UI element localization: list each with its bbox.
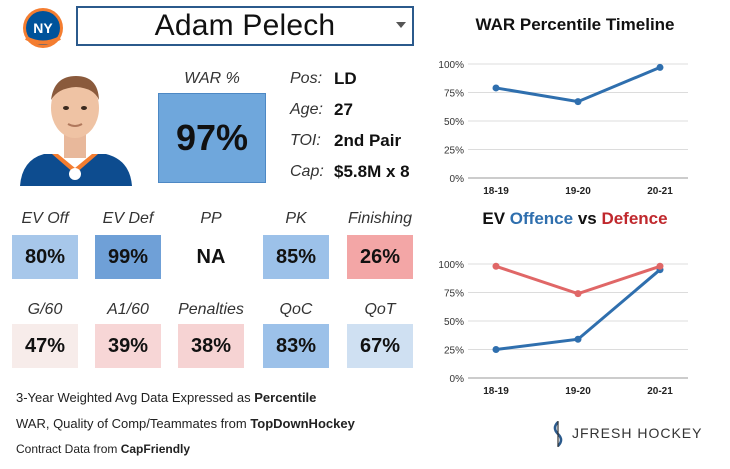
- team-logo: NY: [23, 8, 63, 48]
- stat-label-a160: A1/60: [107, 301, 149, 318]
- data-point: [492, 262, 500, 270]
- ev-offence-defence-chart: 0% 25% 50% 75% 100% 18-19 19-20 20-21: [438, 260, 688, 397]
- war-timeline-chart: 0% 25% 50% 75% 100% 18-19 19-20 20-21: [438, 60, 688, 197]
- data-point: [574, 335, 582, 343]
- x-tick-label: 20-21: [647, 186, 673, 197]
- stat-label-pp: PP: [200, 210, 222, 227]
- footnote-text: Contract Data from: [16, 442, 121, 456]
- stat-label-penalties: Penalties: [178, 301, 244, 318]
- stat-value-pp: NA: [178, 235, 244, 279]
- info-label-pos: Pos:: [290, 70, 323, 87]
- x-tick-label: 19-20: [565, 386, 591, 397]
- svg-text:NY: NY: [33, 20, 53, 36]
- footnote-source: WAR, Quality of Comp/Teammates from TopD…: [16, 416, 355, 431]
- x-tick-label: 18-19: [483, 186, 509, 197]
- chart-title-war-timeline: WAR Percentile Timeline: [475, 15, 675, 34]
- footnote-percentile: 3-Year Weighted Avg Data Expressed as Pe…: [16, 390, 316, 405]
- stat-label-qoc: QoC: [279, 301, 313, 318]
- chart-title-part: vs: [573, 209, 602, 228]
- y-tick-label: 25%: [444, 146, 464, 157]
- data-point: [574, 98, 582, 106]
- footnote-bold: CapFriendly: [120, 442, 191, 456]
- chart-title-defence: Defence: [601, 209, 668, 228]
- y-tick-label: 50%: [444, 117, 464, 128]
- chevron-down-icon[interactable]: [396, 22, 406, 28]
- player-name: Adam Pelech: [154, 9, 336, 42]
- data-point: [656, 262, 664, 270]
- info-value-toi: 2nd Pair: [334, 131, 402, 150]
- stat-value-ev-def: 99%: [95, 235, 161, 279]
- footnote-contract: Contract Data from CapFriendly: [16, 442, 190, 456]
- info-value-cap: $5.8M x 8: [334, 162, 410, 181]
- y-tick-label: 0%: [450, 374, 465, 385]
- info-label-age: Age:: [290, 101, 323, 118]
- info-value-pos: LD: [334, 69, 357, 88]
- y-tick-label: 100%: [438, 60, 464, 71]
- x-tick-label: 19-20: [565, 186, 591, 197]
- stat-value-finishing: 26%: [347, 235, 413, 279]
- stat-label-ev-def: EV Def: [102, 210, 154, 227]
- series-line: [495, 66, 661, 104]
- stat-label-qot: QoT: [364, 301, 396, 318]
- stat-value-ev-off: 80%: [12, 235, 78, 279]
- x-tick-label: 18-19: [483, 386, 509, 397]
- stat-value-a160: 39%: [95, 324, 161, 368]
- jfresh-logo-icon: [553, 421, 563, 447]
- stat-label-g60: G/60: [27, 301, 63, 318]
- y-tick-label: 75%: [444, 89, 464, 100]
- stat-label-ev-off: EV Off: [21, 210, 69, 227]
- player-select[interactable]: Adam Pelech: [76, 6, 414, 46]
- info-label-toi: TOI:: [290, 132, 321, 149]
- y-tick-label: 100%: [438, 260, 464, 271]
- y-tick-label: 75%: [444, 289, 464, 300]
- stat-label-pk: PK: [285, 210, 307, 227]
- chart-title-part: EV: [482, 209, 510, 228]
- war-label: WAR %: [184, 70, 240, 87]
- stat-value-pk: 85%: [263, 235, 329, 279]
- y-tick-label: 25%: [444, 346, 464, 357]
- info-value-age: 27: [334, 100, 353, 119]
- stat-value-g60: 47%: [12, 324, 78, 368]
- stat-value-qot: 67%: [347, 324, 413, 368]
- stat-label-finishing: Finishing: [347, 210, 413, 227]
- stat-value-penalties: 38%: [178, 324, 244, 368]
- footnote-bold: Percentile: [254, 390, 317, 405]
- data-point: [492, 346, 500, 353]
- info-label-cap: Cap:: [290, 163, 324, 180]
- footnote-bold: TopDownHockey: [250, 416, 355, 431]
- y-tick-label: 0%: [450, 174, 465, 185]
- chart-title-ev-offence-defence: EV Offence vs Defence: [440, 209, 710, 229]
- data-point: [492, 84, 500, 92]
- footnote-text: 3-Year Weighted Avg Data Expressed as: [16, 390, 255, 405]
- stat-value-qoc: 83%: [263, 324, 329, 368]
- data-point: [574, 290, 582, 298]
- x-tick-label: 20-21: [647, 386, 673, 397]
- chart-title-offence: Offence: [509, 209, 574, 228]
- player-photo: [20, 76, 132, 186]
- war-value: 97%: [158, 93, 266, 183]
- watermark-text: JFRESH HOCKEY: [572, 425, 703, 441]
- footnote-text: WAR, Quality of Comp/Teammates from: [16, 416, 251, 431]
- y-tick-label: 50%: [444, 317, 464, 328]
- data-point: [656, 63, 664, 71]
